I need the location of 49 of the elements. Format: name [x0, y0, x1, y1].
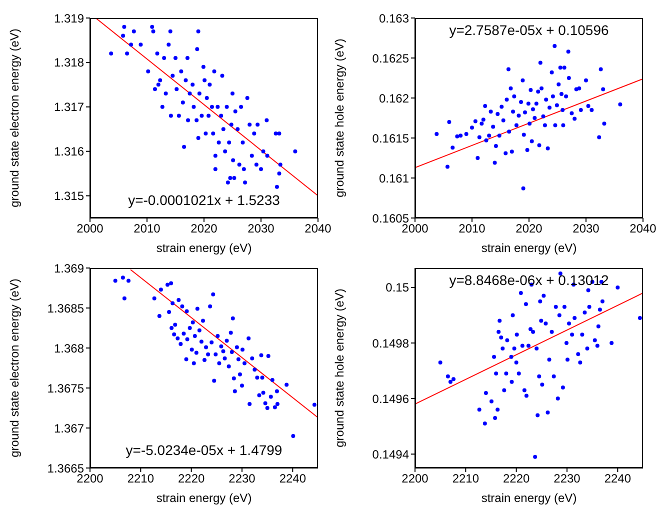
y-tick-label: 0.15	[386, 280, 410, 295]
y-tick-label: 1.317	[54, 100, 84, 114]
x-tick-label: 2010	[458, 222, 486, 236]
x-tick-label: 2200	[402, 472, 429, 486]
x-axis-title: strain energy (eV)	[156, 491, 252, 505]
x-tick-label: 2240	[604, 472, 632, 486]
y-tick-label: 1.316	[54, 144, 84, 159]
y-tick-label: 0.163	[378, 11, 410, 26]
x-tick-label: 2210	[127, 472, 154, 486]
y-axis-title: ground state electron energy (eV)	[7, 28, 22, 208]
y-tick-label: 1.3685	[47, 301, 84, 316]
y-axis-title: ground state hole energy (eV)	[332, 288, 346, 448]
x-tick-label: 2230	[228, 472, 256, 486]
x-tick-label: 2010	[134, 222, 161, 236]
y-axis-title: ground state electron energy (eV)	[7, 278, 22, 458]
x-tick-label: 2020	[190, 222, 218, 236]
annotation: y=-0.0001021x + 1.5233	[127, 192, 281, 208]
y-tick-label: 0.1494	[372, 447, 410, 462]
y-tick-label: 1.3675	[47, 381, 84, 396]
y-tick-label: 1.319	[54, 11, 84, 26]
x-tick-label: 2240	[279, 472, 306, 486]
x-tick-label: 2020	[516, 222, 543, 236]
y-tick-label: 1.315	[54, 189, 84, 204]
y-tick-label: 1.367	[54, 421, 84, 436]
x-tick-label: 2030	[248, 222, 275, 236]
x-tick-label: 2230	[554, 472, 581, 486]
annotation: y=-5.0234e-05x + 1.4799	[124, 442, 284, 458]
x-tick-label: 2220	[502, 472, 530, 486]
y-tick-label: 0.1625	[372, 51, 410, 66]
y-axis-title: ground state hole energy (eV)	[332, 38, 346, 198]
y-tick-label: 0.162	[378, 91, 410, 106]
x-tick-label: 2220	[178, 472, 206, 486]
x-tick-label: 2040	[304, 222, 332, 236]
y-tick-label: 1.368	[54, 341, 84, 356]
y-tick-label: 1.318	[54, 56, 84, 70]
y-tick-label: 0.1498	[372, 336, 410, 350]
y-tick-label: 0.161	[378, 171, 410, 186]
y-tick-label: 0.1615	[372, 131, 410, 146]
x-axis-title: strain energy (eV)	[156, 241, 252, 255]
annotation: y=2.7587e-05x + 0.10596	[448, 22, 610, 38]
y-tick-label: 1.369	[54, 261, 84, 276]
x-axis-title: strain energy (eV)	[481, 241, 577, 255]
x-tick-label: 2040	[630, 222, 657, 236]
x-tick-label: 2210	[452, 472, 480, 486]
x-tick-label: 2030	[572, 222, 600, 236]
annotation: y=8.8468e-06x + 0.13012	[448, 272, 610, 288]
y-tick-label: 0.1496	[372, 392, 410, 406]
x-axis-title: strain energy (eV)	[481, 491, 577, 505]
x-tick-label: 2000	[76, 222, 104, 236]
